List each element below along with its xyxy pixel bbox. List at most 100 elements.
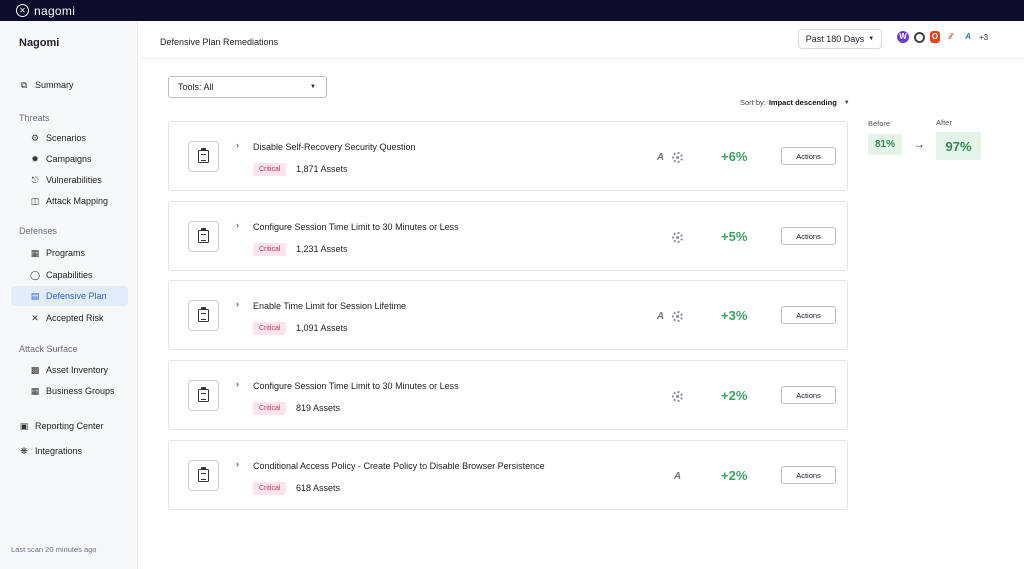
azure-icon: A bbox=[965, 32, 971, 41]
after-score: 97% bbox=[936, 132, 981, 160]
severity-badge: Critical bbox=[253, 243, 287, 256]
sidebar-item-campaigns[interactable]: ✹ Campaigns bbox=[30, 149, 92, 169]
sidebar-item-label: Business Groups bbox=[46, 386, 115, 396]
sidebar-item-label: Integrations bbox=[35, 446, 83, 456]
sidebar-item-label: Scenarios bbox=[46, 133, 87, 143]
impact-value: +2% bbox=[721, 468, 748, 483]
clipboard-icon bbox=[188, 460, 219, 491]
caret-down-icon: ▼ bbox=[868, 36, 875, 42]
sidebar-item-business-groups[interactable]: ▦ Business Groups bbox=[30, 381, 115, 401]
chevron-right-icon[interactable]: › bbox=[236, 220, 239, 230]
last-scan-status: Last scan 20 minutes ago bbox=[11, 545, 97, 554]
actions-button[interactable]: Actions bbox=[781, 386, 836, 404]
sidebar-item-label: Asset Inventory bbox=[46, 365, 109, 375]
gear-tool-icon bbox=[672, 311, 683, 322]
asset-count: 819 Assets bbox=[296, 403, 341, 413]
brand-name: nagomi bbox=[34, 3, 76, 18]
sidebar-item-attack-mapping[interactable]: ◫ Attack Mapping bbox=[30, 191, 108, 211]
main-content: Defensive Plan Remediations Past 180 Day… bbox=[139, 21, 1024, 569]
after-label: After bbox=[936, 118, 952, 127]
connected-tools[interactable]: W O ⁄⁄ A +3 bbox=[897, 31, 988, 43]
asset-inventory-icon: ▩ bbox=[30, 364, 40, 375]
gear-tool-icon bbox=[672, 152, 683, 163]
sidebar-item-label: Defensive Plan bbox=[46, 291, 107, 301]
sidebar-item-reporting-center[interactable]: ▣ Reporting Center bbox=[19, 416, 104, 436]
remediation-card[interactable]: › Disable Self-Recovery Security Questio… bbox=[168, 121, 848, 191]
sidebar-title: Nagomi bbox=[19, 37, 60, 49]
remediation-card[interactable]: › Conditional Access Policy - Create Pol… bbox=[168, 440, 848, 510]
remediation-card[interactable]: › Configure Session Time Limit to 30 Min… bbox=[168, 360, 848, 430]
shield-icon: ◯ bbox=[29, 269, 41, 280]
impact-value: +5% bbox=[721, 229, 748, 244]
actions-button[interactable]: Actions bbox=[781, 147, 836, 165]
scenarios-icon: ⚙ bbox=[30, 132, 40, 143]
top-bar: ✕ nagomi bbox=[0, 0, 1024, 21]
impact-value: +2% bbox=[721, 388, 748, 403]
remediation-card[interactable]: › Configure Session Time Limit to 30 Min… bbox=[168, 201, 848, 271]
sidebar-group-defenses: Defenses bbox=[19, 226, 58, 236]
impact-value: +3% bbox=[721, 308, 748, 323]
sidebar-item-defensive-plan[interactable]: ▤ Defensive Plan bbox=[11, 286, 128, 306]
summary-icon: ⧉ bbox=[20, 79, 28, 90]
remediation-title: Enable Time Limit for Session Lifetime bbox=[253, 301, 407, 311]
remediation-title: Disable Self-Recovery Security Question bbox=[253, 142, 416, 152]
sidebar-group-threats: Threats bbox=[19, 113, 50, 123]
sidebar-item-label: Accepted Risk bbox=[46, 313, 104, 323]
sort-value: Impact descending bbox=[768, 98, 837, 107]
sidebar-item-asset-inventory[interactable]: ▩ Asset Inventory bbox=[30, 360, 108, 380]
gear-tool-icon bbox=[914, 31, 925, 43]
asset-count: 618 Assets bbox=[296, 483, 341, 493]
gear-tool-icon bbox=[672, 232, 683, 243]
tools-filter-dropdown[interactable]: Tools: All ▼ bbox=[168, 76, 327, 98]
sidebar-item-summary[interactable]: ⧉ Summary bbox=[19, 75, 74, 95]
severity-badge: Critical bbox=[253, 163, 287, 176]
page-header: Defensive Plan Remediations Past 180 Day… bbox=[139, 21, 1024, 59]
chevron-right-icon[interactable]: › bbox=[236, 140, 239, 150]
office-icon: O bbox=[930, 31, 940, 43]
sidebar: Nagomi ⧉ Summary Threats ⚙ Scenarios ✹ Camp… bbox=[0, 21, 138, 569]
severity-badge: Critical bbox=[253, 322, 287, 335]
sidebar-item-label: Attack Mapping bbox=[46, 196, 109, 206]
sidebar-item-accepted-risk[interactable]: ✕ Accepted Risk bbox=[30, 308, 104, 328]
chevron-right-icon[interactable]: › bbox=[236, 379, 239, 389]
business-groups-icon: ▦ bbox=[30, 385, 40, 396]
period-dropdown[interactable]: Past 180 Days ▼ bbox=[798, 29, 882, 49]
clipboard-icon bbox=[188, 300, 219, 331]
attack-mapping-icon: ◫ bbox=[30, 195, 40, 206]
azure-icon: A bbox=[673, 471, 682, 482]
more-tools-count: +3 bbox=[979, 32, 989, 42]
sidebar-item-programs[interactable]: ▦ Programs bbox=[30, 243, 85, 263]
sidebar-item-scenarios[interactable]: ⚙ Scenarios bbox=[30, 128, 86, 148]
nagomi-logo-icon: ✕ bbox=[16, 4, 29, 17]
tools-filter-label: Tools: All bbox=[178, 82, 214, 92]
actions-button[interactable]: Actions bbox=[781, 466, 836, 484]
sidebar-item-label: Reporting Center bbox=[35, 421, 104, 431]
arrow-right-icon: → bbox=[913, 137, 925, 151]
sidebar-item-capabilities[interactable]: ◯ Capabilities bbox=[30, 265, 93, 285]
before-score: 81% bbox=[868, 134, 902, 155]
sort-control[interactable]: Sort by: Impact descending ▼ bbox=[740, 98, 850, 107]
chevron-right-icon[interactable]: › bbox=[236, 299, 239, 309]
asset-count: 1,231 Assets bbox=[296, 244, 348, 254]
bug-icon: ⎋ bbox=[31, 174, 39, 185]
sidebar-item-integrations[interactable]: ❋ Integrations bbox=[19, 441, 82, 461]
chevron-right-icon[interactable]: › bbox=[236, 459, 239, 469]
actions-button[interactable]: Actions bbox=[781, 227, 836, 245]
severity-badge: Critical bbox=[253, 402, 287, 415]
severity-badge: Critical bbox=[253, 482, 287, 495]
remediation-card[interactable]: › Enable Time Limit for Session Lifetime… bbox=[168, 280, 848, 350]
sidebar-item-vulnerabilities[interactable]: ⎋ Vulnerabilities bbox=[30, 170, 101, 190]
remediation-title: Configure Session Time Limit to 30 Minut… bbox=[253, 222, 459, 232]
defensive-plan-icon: ▤ bbox=[30, 290, 40, 301]
sidebar-item-label: Capabilities bbox=[46, 270, 93, 280]
clipboard-icon bbox=[188, 141, 219, 172]
sidebar-group-attack-surface: Attack Surface bbox=[19, 344, 78, 354]
before-label: Before bbox=[868, 119, 891, 128]
clipboard-icon bbox=[188, 380, 219, 411]
gear-tool-icon bbox=[672, 391, 683, 402]
page-title: Defensive Plan Remediations bbox=[160, 37, 279, 47]
programs-icon: ▦ bbox=[30, 247, 40, 258]
sidebar-item-label: Campaigns bbox=[46, 154, 92, 164]
actions-button[interactable]: Actions bbox=[781, 306, 836, 324]
sidebar-item-label: Programs bbox=[46, 248, 86, 258]
